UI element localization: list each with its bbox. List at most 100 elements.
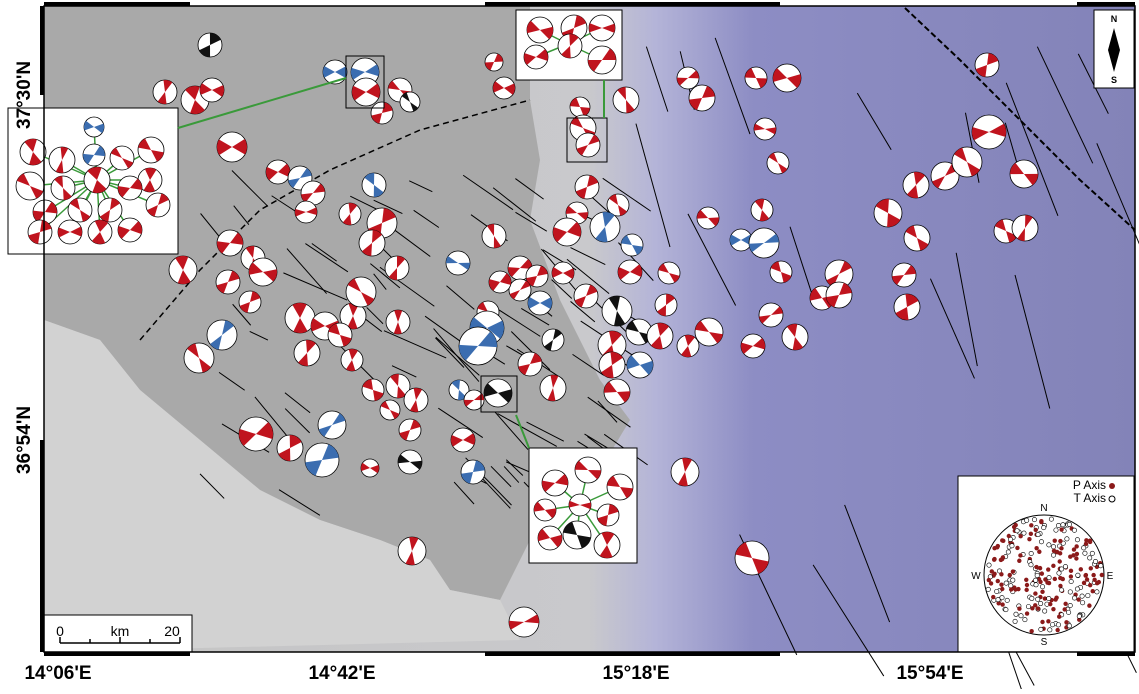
p-axis-point xyxy=(1055,628,1059,632)
stereonet-e: E xyxy=(1107,571,1114,582)
t-axis-point xyxy=(1042,609,1046,613)
t-axis-point xyxy=(995,589,999,593)
p-axis-point xyxy=(1047,581,1051,585)
t-axis-point xyxy=(1005,598,1009,602)
p-axis-point xyxy=(1029,629,1033,633)
p-axis-point xyxy=(1089,566,1093,570)
t-axis-point xyxy=(1047,575,1051,579)
p-axis-point xyxy=(1092,578,1096,582)
t-axis-point xyxy=(1065,537,1069,541)
t-axis-point xyxy=(1004,581,1008,585)
t-axis-point xyxy=(1006,550,1010,554)
p-axis-point xyxy=(1082,581,1086,585)
t-axis-point xyxy=(1034,583,1038,587)
p-axis-point xyxy=(1063,607,1067,611)
t-axis-point xyxy=(1033,578,1037,582)
p-axis-point xyxy=(1059,527,1063,531)
t-axis-point xyxy=(1013,619,1017,623)
scale-start: 0 xyxy=(56,623,64,639)
frame-tick xyxy=(44,652,190,656)
p-axis-point xyxy=(991,595,995,599)
t-axis-point xyxy=(1054,528,1058,532)
lat-label: 36°54'N xyxy=(14,406,35,474)
t-axis-point xyxy=(1080,600,1084,604)
frame-tick xyxy=(1077,652,1135,656)
t-axis-point xyxy=(1039,627,1043,631)
legend-t-marker xyxy=(1109,496,1115,502)
t-axis-point xyxy=(1057,571,1061,575)
p-axis-point xyxy=(1012,525,1016,529)
t-axis-point xyxy=(1011,578,1015,582)
p-axis-point xyxy=(1033,591,1037,595)
p-axis-point xyxy=(1037,550,1041,554)
t-axis-point xyxy=(1042,525,1046,529)
p-axis-point xyxy=(1088,538,1092,542)
p-axis-point xyxy=(1040,571,1044,575)
t-axis-point xyxy=(1068,603,1072,607)
p-axis-point xyxy=(1027,537,1031,541)
p-axis-point xyxy=(1058,584,1062,588)
lon-label: 14°42'E xyxy=(308,663,375,684)
p-axis-point xyxy=(1079,567,1083,571)
t-axis-point xyxy=(1047,596,1051,600)
t-axis-point xyxy=(1080,594,1084,598)
p-axis-point xyxy=(1084,542,1088,546)
p-axis-point xyxy=(1087,603,1091,607)
legend-p-marker xyxy=(1109,483,1115,489)
p-axis-point xyxy=(1029,532,1033,536)
p-axis-point xyxy=(1000,587,1004,591)
t-axis-point xyxy=(986,587,990,591)
t-axis-point xyxy=(1069,579,1073,583)
p-axis-point xyxy=(1009,587,1013,591)
t-axis-point xyxy=(1010,544,1014,548)
p-axis-point xyxy=(996,544,1000,548)
lat-label: 37°30'N xyxy=(14,61,35,129)
p-axis-point xyxy=(1024,578,1028,582)
legend-t-axis: T Axis xyxy=(1074,491,1106,505)
p-axis-point xyxy=(1057,615,1061,619)
p-axis-point xyxy=(1054,595,1058,599)
t-axis-point xyxy=(1051,545,1055,549)
t-axis-point xyxy=(1086,593,1090,597)
frame-tick xyxy=(485,2,780,6)
p-axis-point xyxy=(1091,573,1095,577)
p-axis-point xyxy=(1084,573,1088,577)
t-axis-point xyxy=(1077,614,1081,618)
p-axis-point xyxy=(1024,588,1028,592)
p-axis-point xyxy=(1011,569,1015,573)
p-axis-point xyxy=(1025,611,1029,615)
t-axis-point xyxy=(1067,522,1071,526)
p-axis-point xyxy=(1001,555,1005,559)
t-axis-point xyxy=(1066,610,1070,614)
p-axis-point xyxy=(1055,550,1059,554)
lon-label: 15°18'E xyxy=(602,663,669,684)
t-axis-point xyxy=(1023,617,1027,621)
frame-tick xyxy=(40,6,44,95)
frame-tick xyxy=(1077,2,1135,6)
stereonet-s: S xyxy=(1041,637,1048,648)
t-axis-point xyxy=(1072,596,1076,600)
map-figure: N S 0 km 20 P Axis T Axis N E S W 14°06'… xyxy=(0,0,1139,689)
p-axis-point xyxy=(1046,619,1050,623)
p-axis-point xyxy=(1017,606,1021,610)
p-axis-point xyxy=(999,582,1003,586)
t-axis-point xyxy=(1072,528,1076,532)
p-axis-point xyxy=(1008,573,1012,577)
p-axis-point xyxy=(1068,555,1072,559)
t-axis-point xyxy=(996,597,1000,601)
t-axis-point xyxy=(1093,559,1097,563)
p-axis-point xyxy=(1051,607,1055,611)
p-axis-point xyxy=(1040,620,1044,624)
p-axis-point xyxy=(1018,553,1022,557)
p-axis-point xyxy=(1013,587,1017,591)
t-axis-point xyxy=(1047,543,1051,547)
t-axis-point xyxy=(1019,614,1023,618)
p-axis-point xyxy=(1069,574,1073,578)
p-axis-point xyxy=(1007,534,1011,538)
t-axis-point xyxy=(1076,573,1080,577)
t-axis-point xyxy=(1038,601,1042,605)
p-axis-point xyxy=(1058,559,1062,563)
t-axis-point xyxy=(1067,624,1071,628)
scale-unit: km xyxy=(111,623,130,639)
stereonet-w: W xyxy=(971,571,981,582)
